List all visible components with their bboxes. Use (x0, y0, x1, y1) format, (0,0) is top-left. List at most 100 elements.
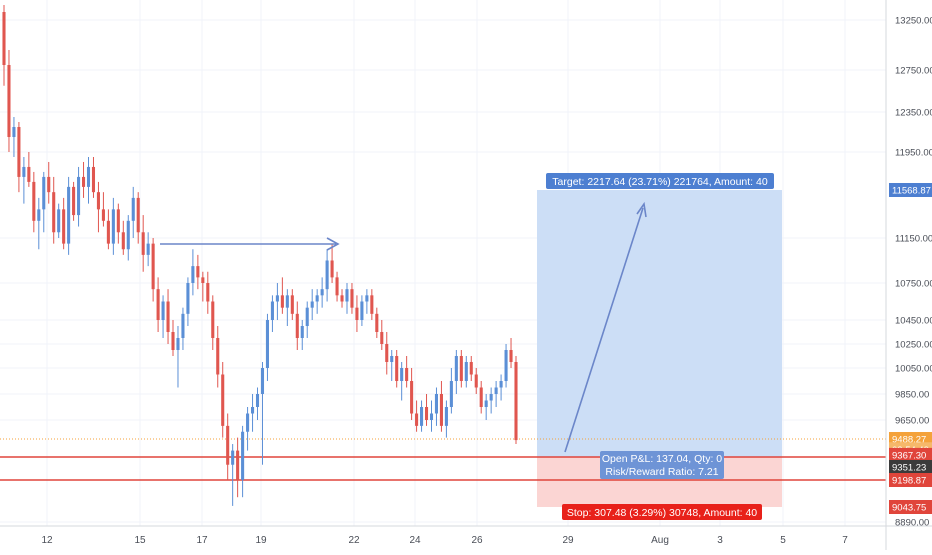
price-tag-bg (889, 183, 932, 197)
candle-body (191, 266, 195, 283)
y-tick-label: 11950.00 (895, 148, 932, 159)
candle-body (186, 283, 190, 314)
target-zone[interactable] (537, 190, 782, 457)
candle-body (246, 413, 250, 432)
candle-body (131, 197, 135, 221)
candle-body (196, 266, 200, 278)
candle-body (91, 166, 96, 193)
candle-body (479, 387, 483, 407)
candle-body (285, 295, 289, 308)
candle-body (270, 301, 274, 320)
candle-body (121, 232, 125, 250)
candle-body (226, 425, 230, 465)
price-tag-bg (889, 473, 932, 487)
candle-body (77, 176, 81, 216)
candle-body (315, 295, 319, 302)
candle-body (280, 295, 284, 308)
price-tag-bg (889, 447, 932, 462)
candle-body (494, 387, 498, 394)
candle-body (251, 407, 255, 414)
candle-body (509, 350, 513, 362)
candle-body (265, 320, 269, 368)
candle-body (350, 289, 354, 308)
drawings[interactable] (160, 201, 647, 453)
candle-body (166, 301, 170, 332)
candle-body (400, 368, 404, 381)
candle-body (504, 350, 508, 381)
y-tick-label: 9850.00 (895, 390, 929, 401)
candle-body (96, 192, 100, 210)
candle-body (141, 232, 145, 255)
candle-body (474, 374, 478, 388)
pnl-box-bg (600, 451, 724, 479)
candle-body (345, 289, 349, 302)
candle-body (176, 338, 180, 350)
candle-body (380, 332, 384, 344)
candle-body (410, 381, 414, 414)
price-tag-label: 11568.87 (892, 186, 931, 197)
x-tick-label: 15 (134, 535, 146, 546)
candle-body (12, 127, 16, 137)
candle-body (17, 127, 21, 177)
candle-body (454, 356, 458, 381)
x-tick-label: 3 (717, 535, 723, 546)
candle-body (146, 243, 150, 255)
horizontal-levels[interactable] (0, 438, 886, 481)
candle-body (236, 450, 240, 480)
x-tick-label: 19 (255, 535, 267, 546)
candle-body (320, 289, 324, 296)
candle-body (260, 368, 265, 394)
candle-body (290, 295, 294, 314)
candle-body (81, 176, 86, 187)
x-tick-label: 5 (780, 535, 786, 546)
candle-body (310, 301, 314, 308)
x-tick-label: 17 (196, 535, 208, 546)
y-tick-label: 12750.00 (895, 66, 932, 77)
price-tag-label: 9198.87 (892, 476, 926, 487)
candle-body (67, 186, 71, 244)
stop-label: Stop: 307.48 (3.29%) 30748, Amount: 40 (567, 507, 757, 519)
candle-body (101, 209, 105, 221)
candle-body (340, 295, 344, 302)
candle-body (275, 295, 279, 302)
candle-body (161, 301, 165, 320)
candle-body (255, 394, 260, 407)
candle-body (439, 394, 443, 426)
candle-body (241, 431, 245, 480)
stop-label-bg (562, 504, 762, 520)
candle-body (360, 301, 364, 320)
y-tick-label: 10250.00 (895, 340, 932, 351)
candle-body (42, 176, 46, 210)
candle-body (459, 356, 463, 381)
pnl-label: Open P&L: 137.04, Qty: 0 (602, 453, 722, 465)
candle-body (355, 307, 359, 320)
candle-body (424, 407, 429, 420)
position-labels: Target: 2217.64 (23.71%) 221764, Amount:… (546, 173, 774, 520)
target-label-bg (546, 173, 774, 189)
price-tag-label: 9351.23 (892, 462, 926, 473)
candle-body (325, 260, 329, 290)
price-tag-bg (889, 459, 932, 474)
candle-body (405, 368, 409, 381)
candle-body (300, 326, 304, 338)
price-tag-label: 9488.27 (892, 435, 926, 446)
candle-body (126, 220, 130, 250)
candle-body (52, 192, 56, 233)
candle-body (216, 338, 220, 375)
y-tick-label: 11150.00 (895, 234, 932, 245)
candle-body (499, 381, 503, 388)
candle-body (429, 413, 434, 420)
candle-body (464, 362, 468, 381)
candle-body (390, 356, 394, 362)
position-zones[interactable] (537, 190, 782, 507)
candle-body (206, 283, 210, 302)
target-arrow-head (636, 201, 647, 218)
y-tick-label: 8890.00 (895, 518, 929, 529)
candle-body (295, 313, 299, 338)
candle-body (171, 332, 175, 350)
candle-body (305, 307, 309, 326)
target-arrow-line[interactable] (564, 207, 644, 453)
